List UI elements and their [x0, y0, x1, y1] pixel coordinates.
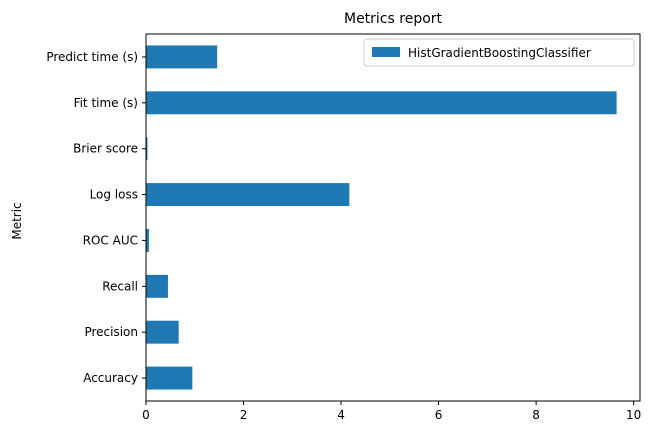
bar: [146, 183, 350, 207]
axes-layer: Accuracy Precision Recall ROC AUC Log loss Br…: [46, 33, 641, 422]
y-tick-label: Recall: [102, 279, 138, 293]
bar: [146, 366, 193, 390]
bar: [146, 45, 218, 69]
chart-title: Metrics report: [344, 11, 443, 27]
y-tick-label: Log loss: [90, 188, 138, 202]
legend: HistGradientBoostingClassifier: [363, 38, 635, 67]
bar: [146, 137, 148, 161]
y-tick-label: Precision: [84, 325, 138, 339]
legend-swatch: [372, 47, 400, 57]
bar: [146, 320, 179, 344]
x-tick-label: 10: [626, 408, 641, 422]
bar: [146, 228, 149, 252]
legend-label: HistGradientBoostingClassifier: [408, 46, 591, 60]
bar: [146, 91, 617, 115]
y-tick-label: Fit time (s): [74, 96, 138, 110]
x-tick-label: 0: [142, 408, 150, 422]
legend-box: [363, 38, 635, 67]
y-tick-label: Brier score: [73, 142, 138, 156]
x-tick-label: 2: [240, 408, 248, 422]
y-axis-label: Metric: [10, 202, 24, 239]
y-tick-label: ROC AUC: [83, 233, 138, 247]
x-tick-label: 6: [435, 408, 443, 422]
x-tick-label: 4: [337, 408, 345, 422]
bars-layer: [146, 45, 617, 390]
y-tick-label: Predict time (s): [46, 50, 138, 64]
bar: [146, 274, 168, 298]
y-tick-label: Accuracy: [83, 371, 138, 385]
plot-frame: [145, 33, 641, 402]
x-tick-label: 8: [532, 408, 540, 422]
